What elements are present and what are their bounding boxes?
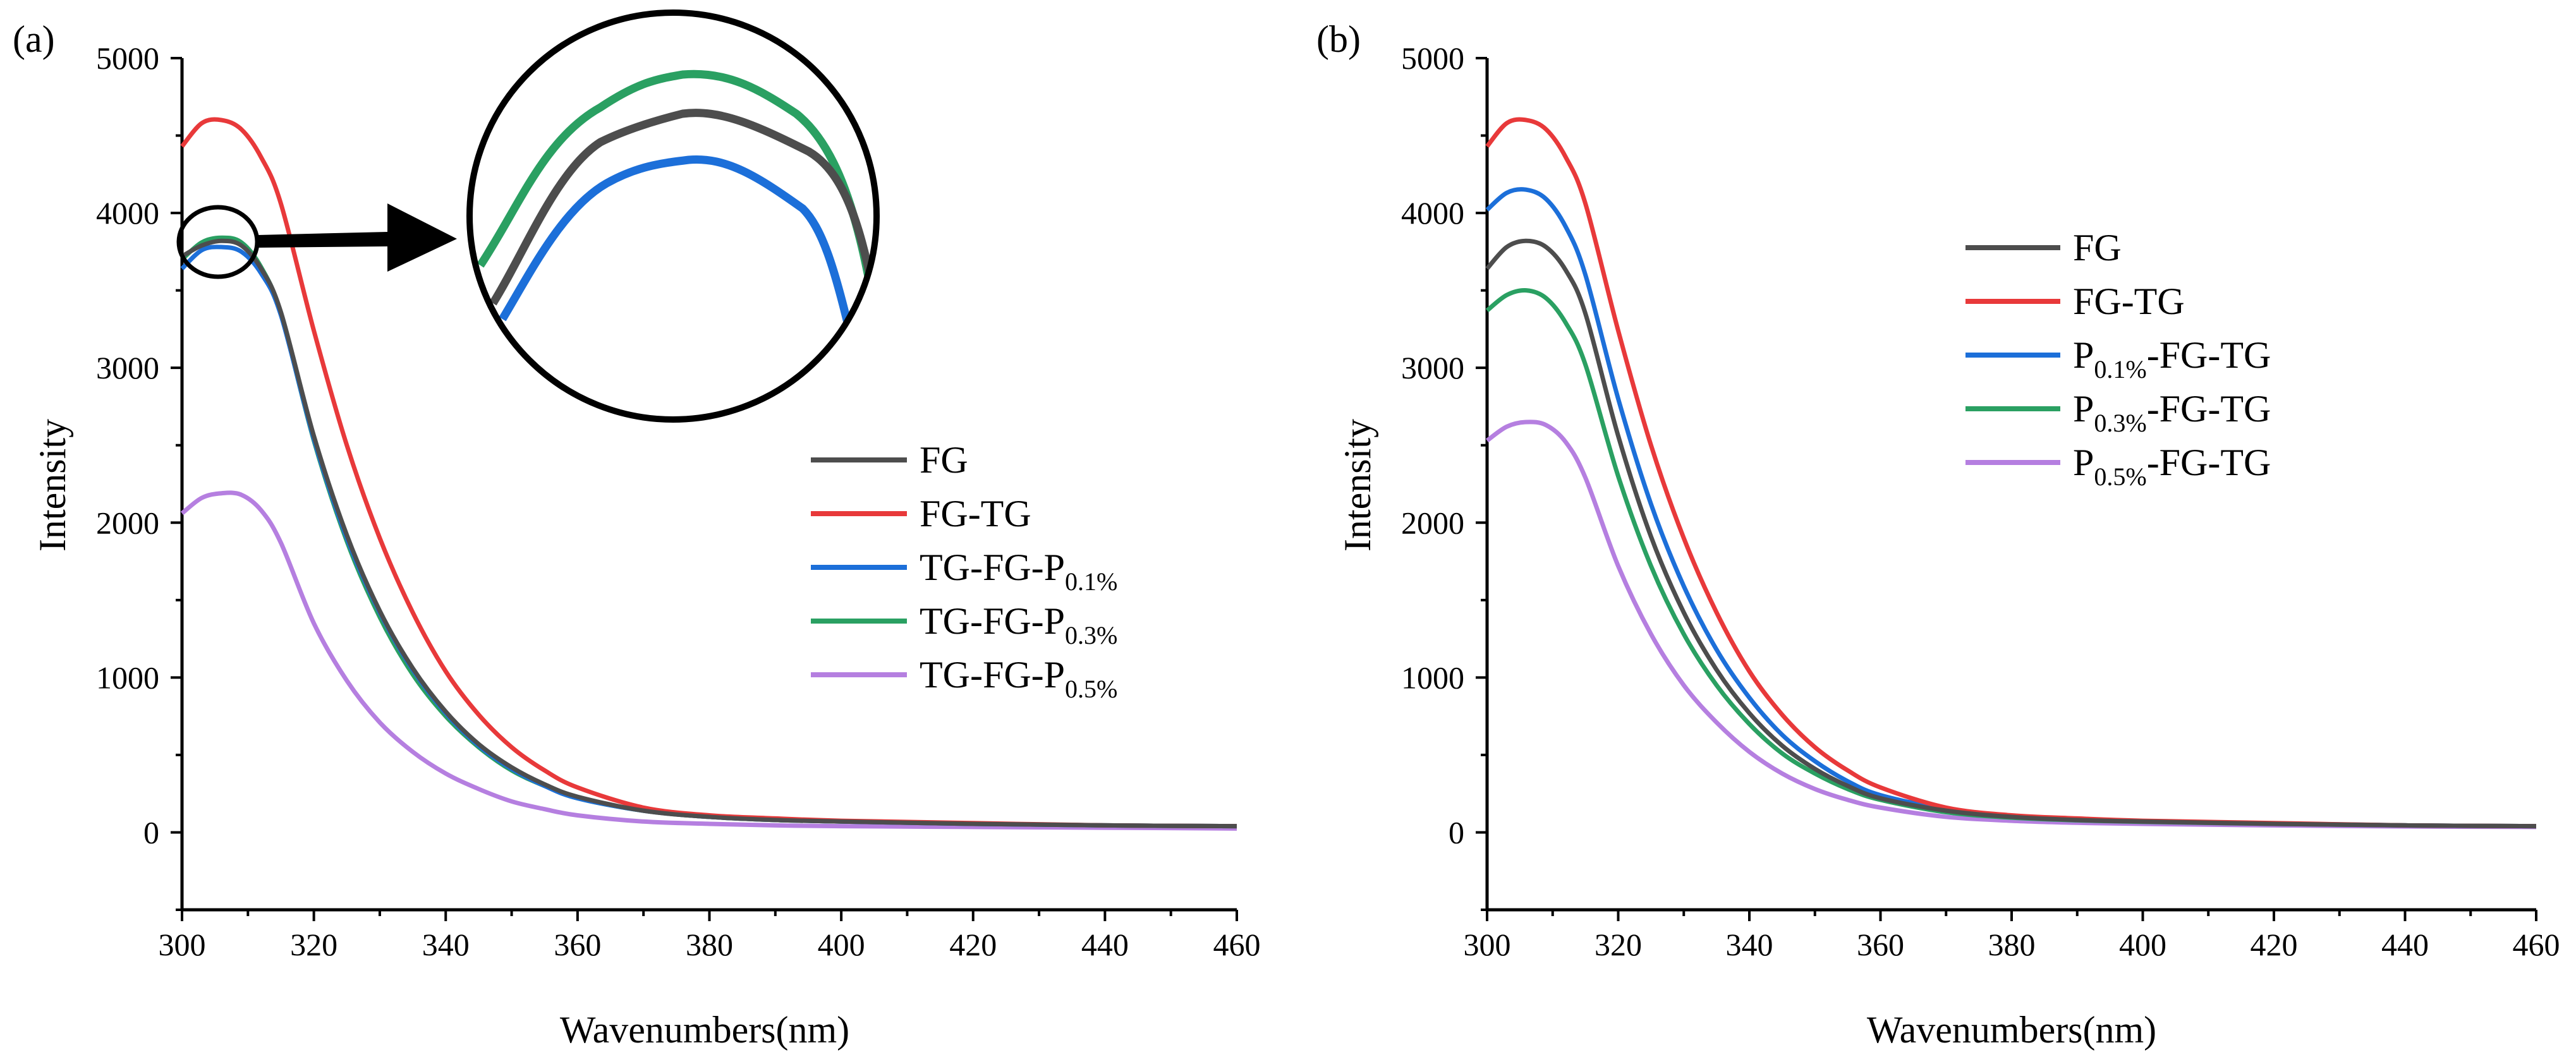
x-tick-label: 360 (1857, 927, 1904, 962)
inset-curve-green (477, 69, 877, 298)
y-tick-label: 2000 (1401, 505, 1464, 540)
inset-curve-gray (489, 109, 877, 306)
x-tick-label: 460 (1213, 927, 1261, 962)
series-line-FG (181, 238, 1237, 829)
y-tick-label: 4000 (96, 195, 159, 231)
panel-label-b: (b) (1316, 18, 1361, 60)
series-line-TG-FG-P0.3% (180, 235, 1237, 829)
legend-label: P0.3%-FG-TG (2073, 388, 2271, 437)
x-tick-label: 380 (686, 927, 733, 962)
series-lines-a (180, 117, 1237, 831)
chart-panel-a: (a) 300 320 340 360 380 400 420 440 460 0 1000 2000… (13, 9, 1261, 1051)
series-line-TG-FG-P0.1% (180, 245, 1237, 829)
y-axis-title-b: Intensity (1337, 419, 1378, 552)
legend-label: TG-FG-P0.5% (920, 654, 1117, 703)
y-tick-label: 1000 (96, 660, 159, 695)
x-tick-label: 300 (159, 927, 206, 962)
y-tick-label: 1000 (1401, 660, 1464, 695)
x-tick-label: 420 (949, 927, 997, 962)
series-line-FG-TG (1485, 117, 2537, 829)
x-tick-label: 340 (422, 927, 470, 962)
x-tick-label: 440 (1081, 927, 1129, 962)
x-axis-title-b: Wavenumbers(nm) (1867, 1009, 2156, 1051)
y-tick-label: 3000 (96, 350, 159, 385)
x-tick-label: 420 (2251, 927, 2298, 962)
y-tick-label: 2000 (96, 505, 159, 540)
x-tick-label: 400 (2119, 927, 2166, 962)
legend-label: FG (2073, 227, 2122, 269)
inset-curves (477, 69, 877, 342)
y-axis-title-a: Intensity (32, 419, 73, 552)
x-tick-label: 360 (554, 927, 601, 962)
y-tick-label: 0 (1449, 814, 1464, 850)
legend-label: FG-TG (920, 493, 1031, 535)
x-tick-label: 460 (2513, 927, 2560, 962)
series-lines-b (1485, 117, 2537, 830)
zoom-arrow (258, 203, 457, 272)
y-tick-label: 4000 (1401, 195, 1464, 231)
series-line-FG-TG (180, 117, 1237, 829)
x-tick-label: 320 (1595, 927, 1642, 962)
legend-label: TG-FG-P0.1% (920, 547, 1117, 596)
x-tick-label: 440 (2381, 927, 2429, 962)
legend-label: FG (920, 439, 968, 481)
series-line-TG-FG-P0.5% (180, 490, 1237, 831)
x-tick-label: 400 (818, 927, 865, 962)
panel-label-a: (a) (13, 18, 55, 60)
legend-label: TG-FG-P0.3% (920, 600, 1117, 649)
legend-label: P0.1%-FG-TG (2073, 334, 2271, 384)
inset-circle (466, 9, 880, 423)
legend-label: P0.5%-FG-TG (2073, 442, 2271, 491)
axes-a: 300 320 340 360 380 400 420 440 460 0 1000 2000 3000… (96, 40, 1261, 962)
x-tick-label: 300 (1464, 927, 1511, 962)
chart-panel-b: (b) 300 320 340 360 380 400 420 440 460 0 1000 2000… (1316, 18, 2560, 1051)
series-line-P0.3%-FG-TG (1485, 288, 2537, 829)
zoom-inset (176, 9, 880, 423)
series-line-FG (1485, 238, 2537, 829)
legend-label: FG-TG (2073, 281, 2185, 322)
series-line-P0.1%-FG-TG (1485, 187, 2537, 829)
inset-curve-blue (499, 155, 856, 342)
y-tick-label: 0 (143, 814, 159, 850)
legend-a: FG FG-TG TG-FG-P0.1%TG-FG-P0.3% TG-FG-P0.5% (811, 439, 1117, 703)
peak-highlight-circle (176, 205, 260, 279)
axes-b: 300 320 340 360 380 400 420 440 460 0 1000 2000 3000… (1401, 40, 2560, 962)
x-tick-label: 340 (1726, 927, 1773, 962)
x-tick-label: 380 (1988, 927, 2036, 962)
x-tick-label: 320 (290, 927, 337, 962)
y-tick-label: 5000 (1401, 40, 1464, 76)
y-tick-label: 5000 (96, 40, 159, 76)
y-tick-label: 3000 (1401, 350, 1464, 385)
x-axis-title-a: Wavenumbers(nm) (560, 1009, 849, 1051)
